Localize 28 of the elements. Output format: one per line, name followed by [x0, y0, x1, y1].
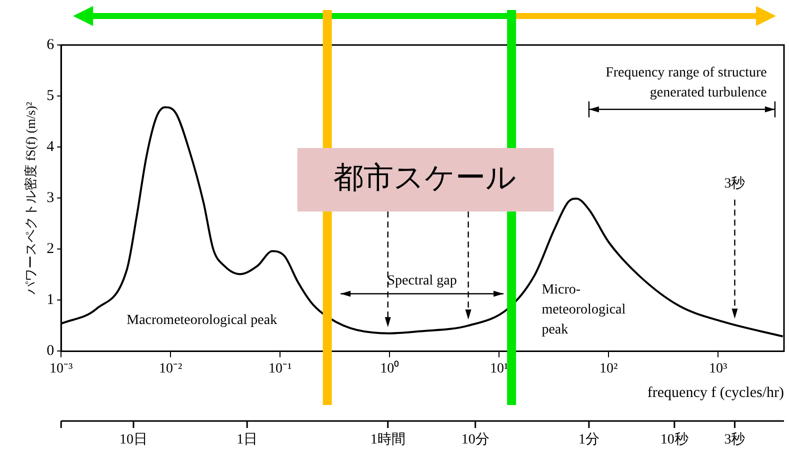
y-tick-label: 5	[46, 88, 54, 104]
x-axis-title: frequency f (cycles/hr)	[647, 384, 784, 401]
text: 3秒	[724, 432, 746, 448]
x-tick-label: 10⁻¹	[268, 361, 292, 376]
x-tick-label: 10³	[708, 361, 728, 376]
x-tick-label: 10⁻²	[158, 361, 182, 376]
annotation: Frequency range of structure generated turbulence	[606, 65, 767, 100]
y-tick-label: 3	[46, 190, 54, 206]
y-tick-label: 2	[46, 241, 54, 258]
x-tick-label: 10⁻³	[50, 361, 73, 376]
text: 10分	[461, 432, 490, 448]
y-axis-title: パワースペクトル密度 fS(f) (m/s)²	[23, 102, 38, 296]
text: 10日	[119, 432, 148, 448]
text: 10秒	[660, 432, 688, 448]
y-tick-label: 6	[46, 36, 55, 53]
annotation: Spectral gap	[387, 274, 457, 289]
annotation: Macrometeorological peak	[126, 313, 278, 328]
annotation: 都市スケール	[334, 160, 517, 196]
text: 1日	[236, 432, 258, 448]
annotation: 3秒	[724, 175, 746, 192]
x-tick-label: 10²	[599, 361, 618, 376]
y-tick-label: 1	[46, 292, 54, 308]
y-tick-label: 0	[46, 343, 54, 360]
annotation: Micro- meteorological peak	[542, 282, 626, 338]
text: 1分	[578, 432, 600, 448]
y-tick-label: 4	[46, 139, 55, 156]
x-tick-label: 10⁰	[380, 360, 400, 376]
text: 1時間	[370, 432, 406, 448]
